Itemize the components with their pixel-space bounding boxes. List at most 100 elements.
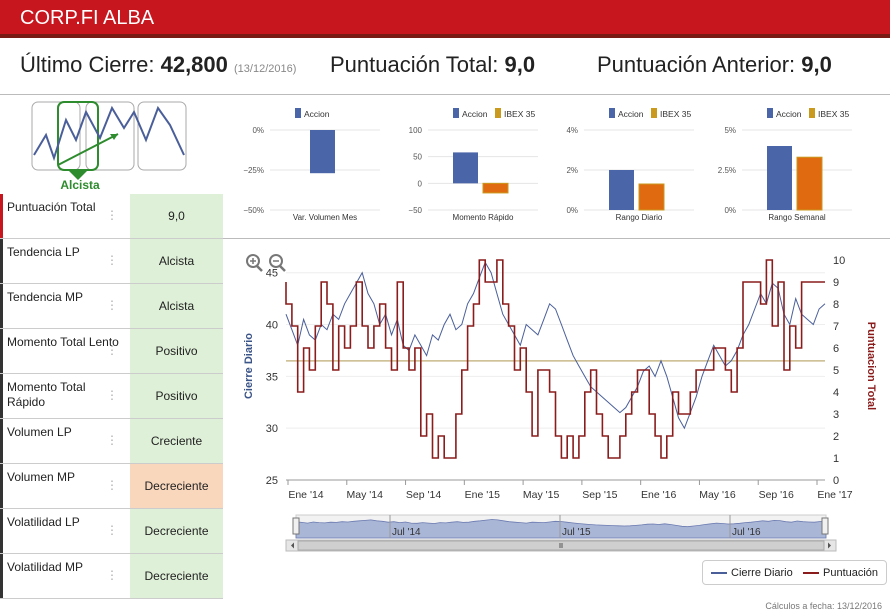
x-tick-label: Ene '17	[817, 489, 852, 501]
y2-tick-label: 4	[833, 387, 839, 399]
legend-label: IBEX 35	[660, 109, 691, 119]
app-header: CORP.FI ALBA	[0, 0, 890, 38]
tick-label: 2%	[566, 166, 578, 175]
tick-label: 50	[413, 153, 422, 162]
y2-axis-label: Puntuacion Total	[865, 322, 877, 410]
bar	[482, 182, 509, 194]
navigator-handle-right[interactable]	[821, 517, 829, 535]
info-dots-icon[interactable]: ⋮	[106, 298, 118, 312]
previous-score: Puntuación Anterior: 9,0	[597, 52, 832, 78]
legend-swatch	[651, 108, 657, 118]
last-close-label: Último Cierre:	[20, 52, 155, 77]
bar	[796, 156, 823, 211]
legend-swatch	[809, 108, 815, 118]
tick-label: 0%	[252, 126, 264, 135]
scroll-left-icon	[291, 542, 294, 549]
navigator-area	[295, 519, 827, 539]
y-tick-label: 45	[266, 268, 278, 280]
row-label: Tendencia MP	[0, 284, 130, 328]
y2-tick-label: 9	[833, 277, 839, 289]
y-tick-label: 35	[266, 371, 278, 383]
table-row: Volatilidad LP ⋮ Decreciente	[0, 509, 223, 554]
navigator-tick-label: Jul '16	[732, 527, 761, 538]
x-tick-label: Ene '14	[288, 489, 323, 501]
row-label: Volumen MP	[0, 464, 130, 508]
row-label: Volatilidad MP	[0, 554, 130, 598]
table-row: Momento Total Lento ⋮ Positivo	[0, 329, 223, 374]
mini-chart: Accion IBEX 35 5% 2.5% 0% Rango Semanal	[718, 108, 852, 222]
navigator-tick-label: Jul '15	[562, 527, 591, 538]
tick-label: −50%	[243, 206, 264, 215]
info-dots-icon[interactable]: ⋮	[106, 388, 118, 402]
y2-tick-label: 7	[833, 321, 839, 333]
mini-chart: Accion IBEX 35 100 50 0 −50 Momento Rápido	[408, 108, 538, 222]
y2-tick-label: 5	[833, 365, 839, 377]
legend-item-puntuacion[interactable]: Puntuación	[803, 567, 878, 579]
previous-score-value: 9,0	[801, 52, 832, 77]
info-dots-icon[interactable]: ⋮	[106, 523, 118, 537]
navigator-handle-left[interactable]	[292, 517, 300, 535]
row-label: Volatilidad LP	[0, 509, 130, 553]
zoom-out-icon[interactable]	[269, 254, 286, 272]
scrollbar-thumb	[297, 540, 825, 551]
row-value: Decreciente	[130, 554, 223, 598]
legend-swatch	[495, 108, 501, 118]
legend-label: Accion	[304, 109, 330, 119]
mini-chart: Accion IBEX 35 4% 2% 0% Rango Diario	[566, 108, 694, 222]
tick-label: 0%	[566, 206, 578, 215]
previous-score-label: Puntuación Anterior:	[597, 52, 796, 77]
legend-label: Accion	[776, 109, 802, 119]
last-close-value: 42,800	[160, 52, 228, 77]
total-score: Puntuación Total: 9,0	[330, 52, 535, 78]
row-label: Tendencia LP	[0, 239, 130, 283]
x-tick-label: May '15	[523, 489, 560, 501]
tick-label: −50	[408, 206, 422, 215]
last-close-date: (13/12/2016)	[234, 63, 297, 75]
row-value: Alcista	[130, 239, 223, 283]
legend-swatch	[295, 108, 301, 118]
y-axis-label: Cierre Diario	[243, 333, 255, 399]
tick-label: 0	[418, 179, 423, 188]
legend-item-cierre[interactable]: Cierre Diario	[711, 567, 793, 579]
legend-label: IBEX 35	[504, 109, 535, 119]
x-tick-label: Ene '15	[465, 489, 500, 501]
trend-label: Alcista	[60, 178, 100, 192]
table-row: Volatilidad MP ⋮ Decreciente	[0, 554, 223, 599]
tick-label: 0%	[724, 206, 736, 215]
series-puntuacion-line	[285, 259, 825, 459]
info-dots-icon[interactable]: ⋮	[106, 253, 118, 267]
row-value: Positivo	[130, 329, 223, 373]
tick-label: −25%	[243, 166, 264, 175]
y-tick-label: 30	[266, 423, 278, 435]
y-tick-label: 40	[266, 320, 278, 332]
legend-swatch	[609, 108, 615, 118]
row-value: 9,0	[130, 194, 223, 238]
chart-legend: Cierre Diario Puntuación	[702, 560, 887, 585]
tick-label: 5%	[724, 126, 736, 135]
table-row: Momento Total Rápido ⋮ Positivo	[0, 374, 223, 419]
zoom-in-icon[interactable]	[246, 254, 263, 272]
stats-bar: Último Cierre: 42,800 (13/12/2016) Puntu…	[0, 52, 890, 86]
row-label: Momento Total Rápido	[0, 374, 130, 418]
info-dots-icon[interactable]: ⋮	[106, 208, 118, 222]
legend-label: IBEX 35	[818, 109, 849, 119]
divider-mid	[223, 238, 890, 239]
info-dots-icon[interactable]: ⋮	[106, 568, 118, 582]
x-tick-label: May '14	[347, 489, 384, 501]
series-cierre-line	[285, 261, 826, 430]
info-dots-icon[interactable]: ⋮	[106, 433, 118, 447]
bar	[638, 183, 665, 211]
info-dots-icon[interactable]: ⋮	[106, 343, 118, 357]
table-row: Volumen MP ⋮ Decreciente	[0, 464, 223, 509]
mini-xlabel: Var. Volumen Mes	[293, 213, 357, 222]
tick-label: 100	[409, 126, 423, 135]
company-title: CORP.FI ALBA	[20, 7, 155, 29]
legend-swatch	[453, 108, 459, 118]
tick-label: 2.5%	[718, 166, 736, 175]
y2-tick-label: 1	[833, 453, 839, 465]
row-label: Volumen LP	[0, 419, 130, 463]
y2-tick-label: 3	[833, 409, 839, 421]
y2-tick-label: 2	[833, 431, 839, 443]
info-dots-icon[interactable]: ⋮	[106, 478, 118, 492]
